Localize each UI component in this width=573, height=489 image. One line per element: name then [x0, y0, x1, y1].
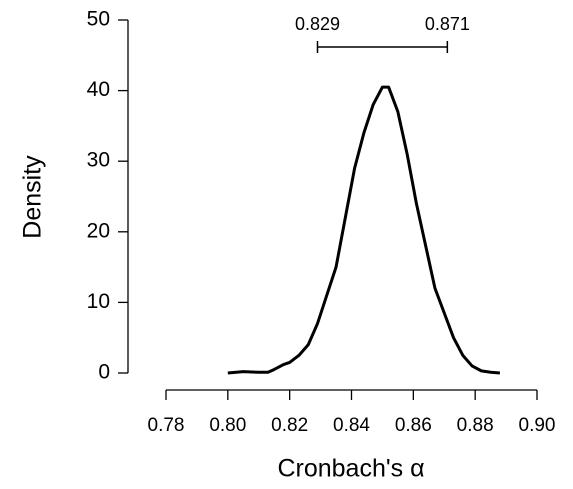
y-tick-label: 0	[98, 361, 110, 384]
x-tick-label: 0.88	[457, 415, 494, 436]
x-tick-label: 0.90	[519, 415, 556, 436]
y-tick-label: 30	[87, 149, 110, 172]
interval-label: 0.871	[425, 14, 470, 34]
x-tick-label: 0.78	[148, 415, 185, 436]
x-tick-label: 0.86	[395, 415, 432, 436]
density-line	[227, 85, 501, 375]
y-tick-label: 50	[87, 8, 110, 31]
interval-label: 0.829	[295, 14, 340, 34]
y-tick-label: 20	[87, 219, 110, 242]
y-tick-label: 40	[87, 78, 110, 101]
y-axis-label: Density	[19, 155, 47, 239]
x-tick-label: 0.80	[209, 415, 246, 436]
y-tick-label: 10	[87, 290, 110, 313]
x-tick-label: 0.82	[271, 415, 308, 436]
x-axis-label: Cronbach's α	[277, 455, 424, 483]
x-tick-label: 0.84	[333, 415, 370, 436]
